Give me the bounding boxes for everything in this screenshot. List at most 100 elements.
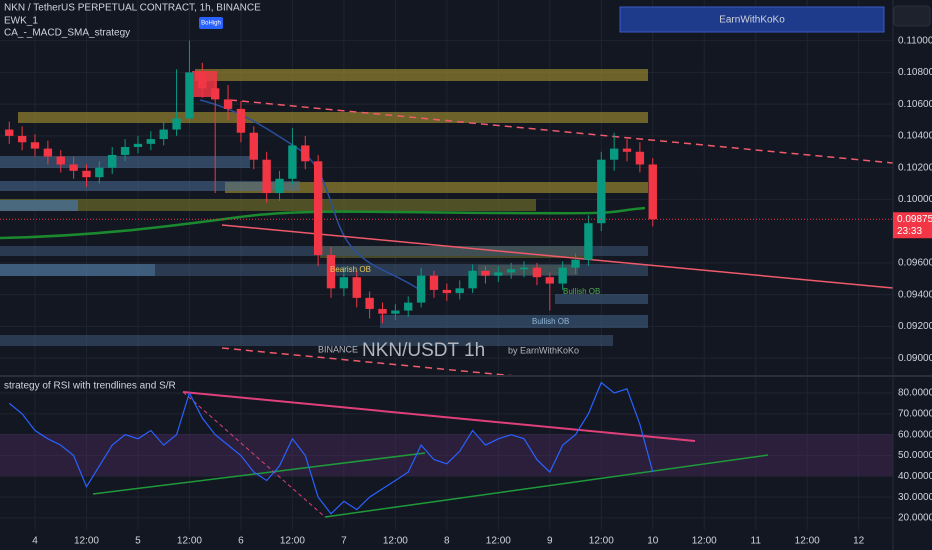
trendline: [221, 224, 894, 289]
candle-body: [635, 151, 645, 165]
x-tick-label: 7: [341, 536, 347, 547]
candle-body: [519, 267, 529, 270]
x-tick-label: 12:00: [589, 536, 614, 547]
candle-body: [494, 272, 503, 276]
watermark-symbol: NKN/USDT 1h: [362, 340, 485, 361]
watermark-author: by EarnWithKoKo: [508, 345, 579, 355]
candle-body: [5, 129, 14, 136]
candle-body: [481, 270, 490, 276]
x-tick-label: 12: [853, 536, 865, 547]
chart-title: NKN / TetherUS PERPETUAL CONTRACT, 1h, B…: [4, 3, 261, 14]
supply-zone: [18, 112, 648, 123]
candle-body: [288, 145, 297, 179]
candle-body: [262, 159, 271, 194]
y-tick-label: 0.10600: [898, 99, 932, 110]
rsi-line: [8, 381, 654, 515]
banner-box: [619, 6, 885, 33]
rsi-trendline: [182, 391, 696, 442]
y-tick-label: 0.11000: [898, 35, 932, 46]
candle-body: [558, 267, 567, 284]
candle-body: [326, 254, 336, 289]
x-tick-label: 12:00: [280, 536, 305, 547]
candle-body: [223, 99, 233, 109]
supply-zone: [195, 69, 648, 81]
x-tick-label: 12:00: [177, 536, 202, 547]
y-tick-label: 0.10400: [898, 131, 932, 142]
candle-body: [391, 310, 400, 314]
candle-body: [249, 132, 258, 160]
candle-body: [339, 277, 349, 289]
candle-body: [455, 288, 464, 294]
demand-zone: [0, 181, 300, 191]
candle-body: [82, 170, 91, 178]
y-tick-label: 0.10000: [898, 194, 932, 205]
candle-body: [43, 148, 53, 157]
marks: 0.11000 0.10800 0.10600 0.10400 0.10200 0.100…: [0, 17, 932, 547]
y-tick-label: 0.09200: [898, 321, 932, 332]
y-tick-label: 0.09600: [898, 258, 932, 269]
candle-body: [185, 72, 194, 119]
candle-body: [378, 308, 387, 314]
y-tick-label: 0.10800: [898, 67, 932, 78]
moving-average: [0, 206, 646, 240]
demand-zone: [0, 246, 648, 256]
candle-body: [442, 289, 452, 294]
candle-body: [429, 275, 439, 290]
chart-label: BoHigh: [201, 21, 221, 27]
x-tick-label: 9: [547, 536, 553, 547]
indicator: CA_-_MACD_SMA_strategy: [4, 28, 130, 39]
x-tick-label: 12:00: [692, 536, 717, 547]
y-tick-label: 0.10200: [898, 162, 932, 173]
supply-zone: [0, 199, 536, 211]
candle-body: [17, 135, 27, 143]
candle-body: [404, 302, 413, 311]
last-price: 0.09875: [897, 214, 932, 225]
demand-zone: [380, 315, 648, 328]
x-tick-label: 12:00: [74, 536, 99, 547]
candle-body: [352, 277, 361, 298]
moving-average: [199, 99, 421, 291]
candle-body: [571, 259, 580, 268]
y-tick-label: 0.09000: [898, 353, 932, 364]
banner: EarnWithKoKo: [719, 15, 785, 26]
x-tick-label: 12:00: [795, 536, 820, 547]
candle-body: [69, 164, 78, 171]
trendline: [221, 347, 516, 377]
chart-label: Bearish OB: [330, 265, 371, 274]
candle-body: [56, 156, 65, 165]
x-tick-label: 6: [238, 536, 244, 547]
candle-body: [275, 178, 284, 194]
candle-body: [545, 277, 554, 284]
watermark-exchange: BINANCE: [318, 344, 358, 354]
rsi-trendline: [92, 452, 426, 495]
candle-body: [198, 72, 207, 89]
candle-body: [609, 148, 619, 160]
trendline: [229, 99, 894, 164]
rsi-trendline: [182, 391, 326, 518]
candle-body: [172, 118, 181, 130]
candle-body: [211, 88, 220, 100]
candle-body: [468, 270, 477, 289]
y-tick-label: 0.09400: [898, 289, 932, 300]
candle-body: [133, 143, 143, 148]
candle-body: [236, 108, 246, 133]
candle-body: [365, 297, 374, 309]
rsi-trendline: [324, 454, 769, 518]
demand-zone: [0, 200, 78, 211]
x-tick-label: 8: [444, 536, 450, 547]
x-tick-label: 12:00: [486, 536, 511, 547]
candle-body: [301, 145, 310, 162]
x-tick-label: 11: [751, 536, 762, 547]
button[interactable]: [893, 5, 931, 27]
candle-body: [584, 223, 593, 260]
candle-body: [108, 154, 117, 168]
candle-body: [416, 275, 426, 303]
demand-zone: [155, 264, 648, 276]
